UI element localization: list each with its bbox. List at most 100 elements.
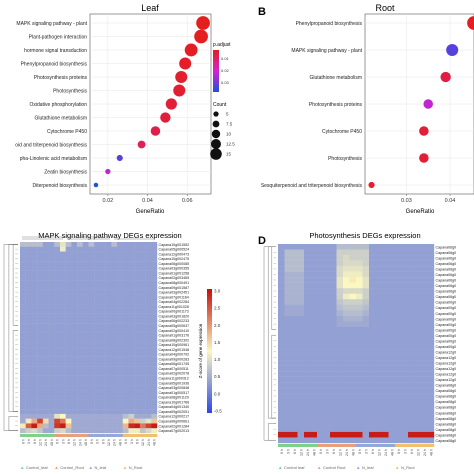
row-label: Capana12g0 bbox=[436, 356, 457, 360]
heatmap-cell bbox=[128, 361, 135, 367]
heatmap-cell bbox=[94, 413, 101, 419]
heatmap-cell bbox=[349, 404, 357, 411]
heatmap-cell bbox=[134, 423, 141, 429]
heatmap-cell bbox=[421, 382, 428, 388]
heatmap-cell bbox=[128, 242, 135, 247]
heatmap-cell bbox=[42, 251, 49, 257]
heatmap-cell bbox=[427, 293, 435, 300]
heatmap-cell bbox=[111, 270, 118, 276]
heatmap-cell bbox=[349, 360, 357, 366]
heatmap-cell bbox=[388, 404, 396, 411]
heatmap-cell bbox=[59, 313, 66, 319]
heatmap-cell bbox=[349, 260, 357, 267]
heatmap-cell bbox=[291, 282, 298, 289]
heatmap-cell bbox=[48, 351, 55, 357]
heatmap-cell bbox=[65, 413, 72, 419]
heatmap-cell bbox=[330, 266, 337, 272]
heatmap-cell bbox=[427, 382, 435, 388]
heatmap-cell bbox=[71, 318, 78, 324]
photosynthesis-column-annotation bbox=[278, 444, 435, 447]
heatmap-cell bbox=[48, 375, 55, 381]
heatmap-cell bbox=[343, 365, 350, 372]
heatmap-cell bbox=[317, 337, 324, 344]
heatmap-cell bbox=[48, 313, 55, 319]
heatmap-cell bbox=[343, 282, 350, 289]
heatmap-cell bbox=[304, 288, 311, 294]
heatmap-cell bbox=[117, 256, 123, 262]
heatmap-cell bbox=[20, 361, 26, 367]
heatmap-cell bbox=[356, 260, 363, 267]
heatmap-cell bbox=[388, 293, 396, 300]
heatmap-cell bbox=[388, 343, 396, 350]
heatmap-cell bbox=[77, 275, 83, 281]
heatmap-cell bbox=[111, 275, 118, 281]
heatmap-cell bbox=[401, 260, 409, 267]
heatmap-cell bbox=[20, 404, 26, 410]
heatmap-cell bbox=[388, 398, 396, 405]
heatmap-cell bbox=[330, 255, 337, 261]
heatmap-cell bbox=[388, 304, 396, 311]
heatmap-cell bbox=[145, 394, 152, 400]
heatmap-cell bbox=[323, 415, 331, 422]
heatmap-cell bbox=[71, 327, 78, 333]
row-label: Capana02g000410 bbox=[159, 329, 190, 333]
heatmap-cell bbox=[48, 423, 55, 429]
heatmap-cell bbox=[284, 310, 292, 317]
heatmap-cell bbox=[122, 366, 129, 372]
heatmap-cell bbox=[59, 428, 66, 434]
heatmap-cell bbox=[151, 347, 158, 353]
heatmap-cell bbox=[382, 321, 389, 328]
heatmap-cell bbox=[48, 356, 55, 362]
heatmap-cell bbox=[291, 387, 298, 394]
heatmap-cell bbox=[65, 313, 72, 319]
heatmap-cell bbox=[427, 244, 435, 250]
heatmap-cell bbox=[42, 275, 49, 281]
heatmap-cell bbox=[304, 426, 311, 433]
heatmap-cell bbox=[37, 409, 44, 415]
heatmap-cell bbox=[122, 418, 129, 424]
heatmap-cell bbox=[369, 354, 376, 361]
heatmap-cell bbox=[94, 370, 101, 376]
heatmap-cell bbox=[304, 266, 311, 272]
heatmap-cell bbox=[362, 277, 370, 283]
heatmap-cell bbox=[317, 321, 324, 328]
heatmap-cell bbox=[310, 404, 318, 411]
heatmap-cell bbox=[99, 294, 106, 300]
heatmap-cell bbox=[304, 326, 311, 333]
row-label: Capana06g0 bbox=[436, 251, 457, 255]
dot bbox=[419, 126, 429, 136]
row-label: Capana01g001258 bbox=[159, 271, 190, 275]
heatmap-cell bbox=[349, 393, 357, 399]
heatmap-cell bbox=[375, 244, 383, 250]
heatmap-cell bbox=[297, 393, 305, 399]
heatmap-cell bbox=[317, 310, 324, 317]
heatmap-cell bbox=[94, 270, 101, 276]
heatmap-cell bbox=[375, 288, 383, 294]
heatmap-cell bbox=[20, 428, 26, 434]
heatmap-cell bbox=[48, 265, 55, 271]
heatmap-cell bbox=[278, 315, 285, 322]
heatmap-cell bbox=[20, 413, 26, 419]
heatmap-cell bbox=[323, 431, 331, 438]
colorbar-tick-label: 1.5 bbox=[214, 340, 221, 345]
heatmap-cell bbox=[111, 313, 118, 319]
heatmap-cell bbox=[111, 251, 118, 257]
heatmap-cell bbox=[151, 366, 158, 372]
heatmap-cell bbox=[291, 409, 298, 416]
heatmap-cell bbox=[369, 249, 376, 256]
heatmap-cell bbox=[31, 347, 38, 353]
heatmap-cell bbox=[111, 256, 118, 262]
heatmap-cell bbox=[128, 399, 135, 405]
heatmap-cell bbox=[343, 332, 350, 339]
heatmap-cell bbox=[82, 294, 89, 300]
panel-d-label: D bbox=[258, 235, 266, 247]
heatmap-cell bbox=[25, 404, 32, 410]
heatmap-cell bbox=[65, 337, 72, 343]
heatmap-cell bbox=[362, 288, 370, 294]
heatmap-cell bbox=[94, 256, 101, 262]
group-annotation-cell bbox=[388, 444, 396, 447]
heatmap-cell bbox=[323, 360, 331, 366]
heatmap-cell bbox=[408, 249, 415, 256]
heatmap-cell bbox=[77, 351, 83, 357]
heatmap-cell bbox=[99, 308, 106, 314]
